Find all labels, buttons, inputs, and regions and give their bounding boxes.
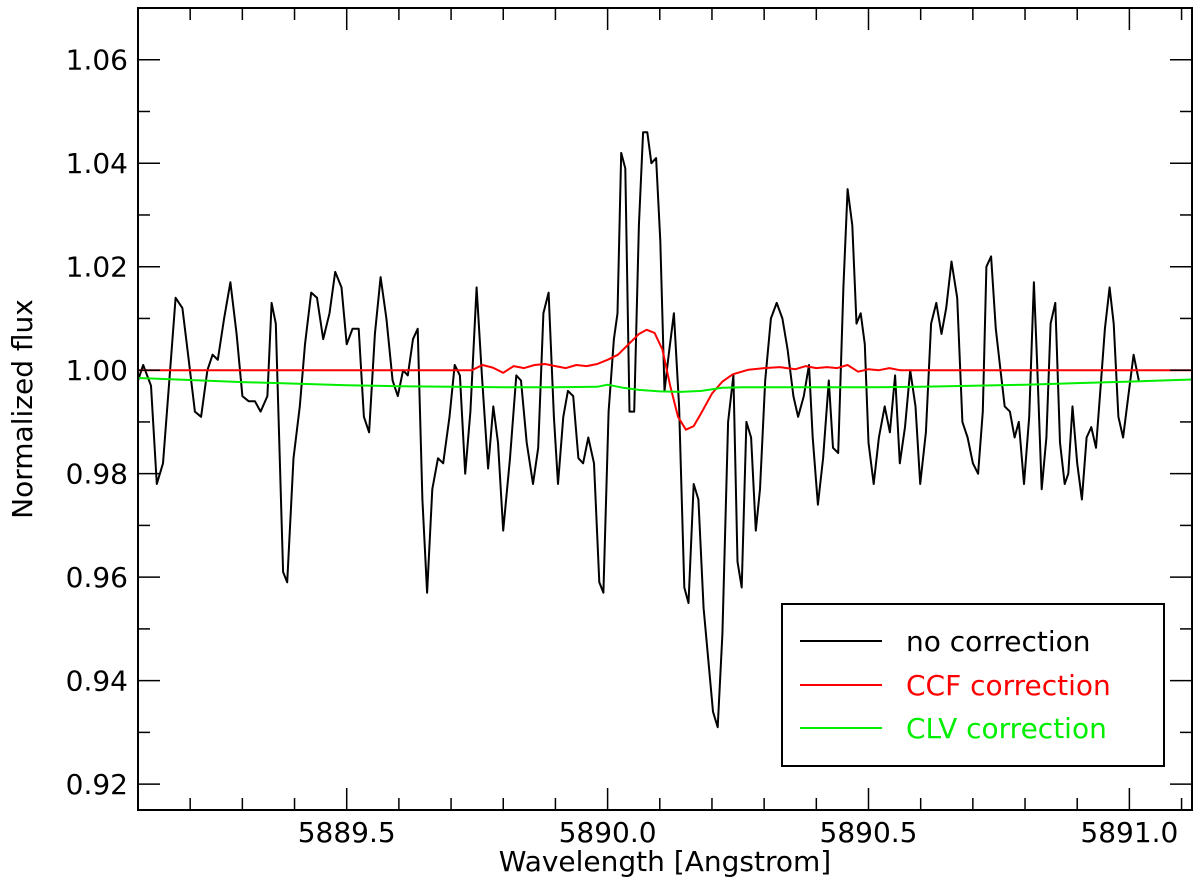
legend-label-no-correction: no correction xyxy=(906,625,1090,658)
x-tick-label: 5890.0 xyxy=(559,816,657,849)
series-line-clv-correction xyxy=(138,377,1192,393)
tick-labels-layer: 5889.5 5890.0 5890.5 5891.0 0.92 0.94 0.96 0.98… xyxy=(66,44,1179,849)
y-tick-label: 1.00 xyxy=(66,354,128,387)
x-tick-label: 5891.0 xyxy=(1080,816,1178,849)
legend: no correction CCF correction CLV correct… xyxy=(781,603,1165,767)
x-axis-title: Wavelength [Angstrom] xyxy=(499,845,831,878)
legend-label-ccf-correction: CCF correction xyxy=(906,669,1111,702)
x-tick-label: 5889.5 xyxy=(298,816,396,849)
y-tick-label: 1.02 xyxy=(66,251,128,284)
plot-frame xyxy=(137,7,1193,811)
y-tick-label: 0.94 xyxy=(66,665,128,698)
y-tick-label: 0.98 xyxy=(66,458,128,491)
y-tick-label: 1.06 xyxy=(66,44,128,77)
ticks-layer xyxy=(137,7,1192,810)
legend-label-clv-correction: CLV correction xyxy=(906,712,1107,745)
x-tick-label: 5890.5 xyxy=(820,816,918,849)
series-line-ccf-correction xyxy=(138,328,1192,431)
y-axis-title: Normalized flux xyxy=(6,299,39,519)
series-layer xyxy=(138,131,1192,729)
y-tick-label: 0.96 xyxy=(66,561,128,594)
y-tick-label: 1.04 xyxy=(66,147,128,180)
y-tick-label: 0.92 xyxy=(66,768,128,801)
